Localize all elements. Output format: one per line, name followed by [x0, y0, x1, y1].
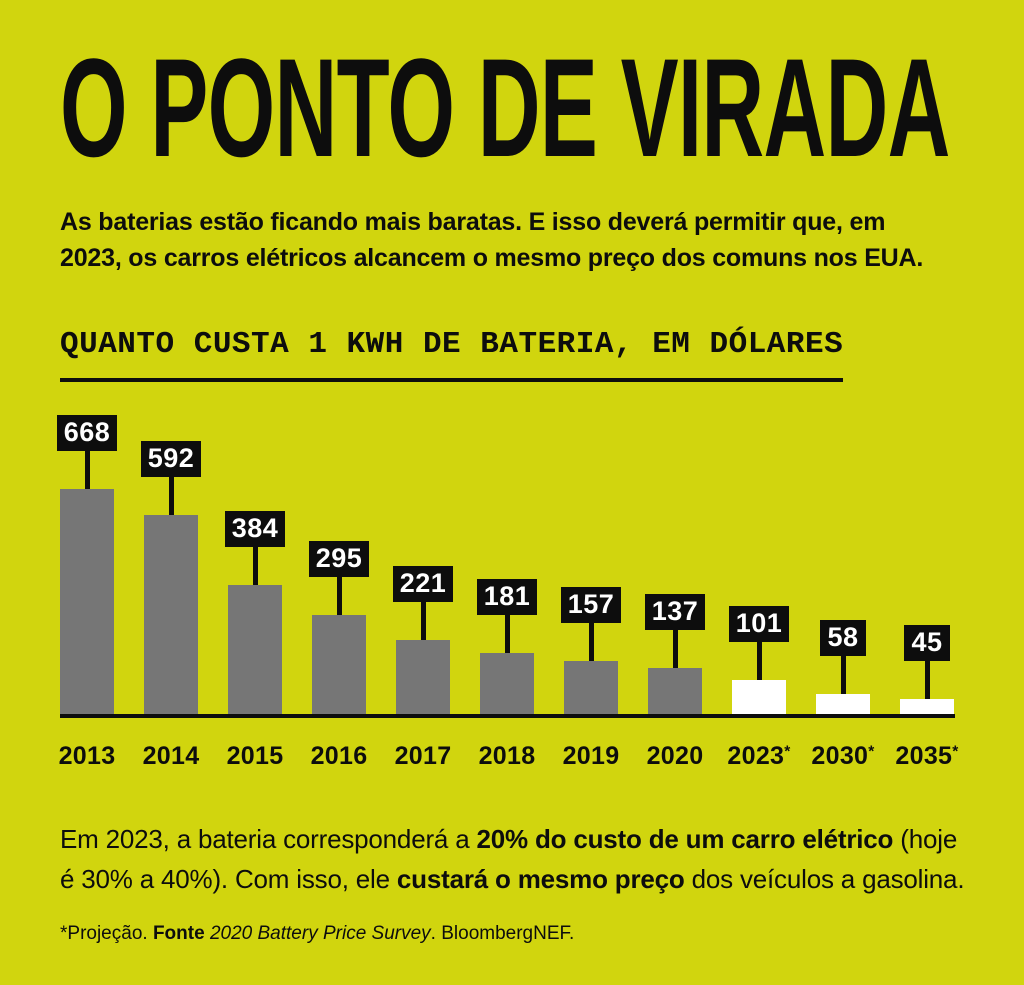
- value-badge: 295: [308, 541, 370, 578]
- year-label: 2015: [226, 742, 284, 771]
- bar-projected: [816, 694, 870, 715]
- text-segment: dos veículos a gasolina.: [684, 864, 965, 895]
- year-label: 2017: [394, 742, 452, 771]
- bar-slot: 157: [549, 587, 633, 715]
- year-label: 2019: [562, 742, 620, 771]
- bar-actual: [312, 615, 366, 715]
- page-title: O PONTO DE VIRADA: [60, 29, 950, 186]
- bar-slot: 101: [717, 606, 801, 715]
- badge-stem: [672, 630, 678, 669]
- value-badge: 592: [140, 441, 202, 478]
- subtitle-line: As baterias estão ficando mais baratas. …: [60, 208, 886, 236]
- bar-actual: [228, 585, 282, 715]
- bar-chart: 668 592 384 295 221 181 157 137 101 58 45: [45, 414, 969, 715]
- subtitle-line: 2023, os carros elétricos alcancem o mes…: [60, 244, 924, 272]
- bar-slot: 45: [885, 625, 969, 715]
- year-label: 2018: [478, 742, 536, 771]
- badge-stem: [168, 477, 174, 516]
- text-segment: 20% do custo de um carro elétrico: [476, 824, 894, 855]
- subtitle: As baterias estão ficando mais baratas. …: [60, 204, 1024, 276]
- text-segment: custará o mesmo preço: [396, 864, 685, 895]
- bar-slot: 384: [213, 511, 297, 715]
- value-badge: 221: [392, 566, 454, 603]
- projection-asterisk: *: [868, 743, 875, 761]
- value-badge: 58: [820, 620, 866, 657]
- bar-projected: [900, 699, 954, 715]
- value-badge: 181: [476, 579, 538, 616]
- year-label: 2016: [310, 742, 368, 771]
- footer-line: é 30% a 40%). Com isso, ele custará o me…: [60, 859, 1024, 899]
- x-axis-baseline: [60, 714, 955, 719]
- footer-text: Em 2023, a bateria corresponderá a 20% d…: [60, 819, 1024, 899]
- badge-stem: [924, 661, 930, 700]
- x-axis-labels: 2013 2014 2015 2016 2017 2018 2019 2020 2023* 203…: [45, 742, 969, 771]
- badge-stem: [420, 602, 426, 641]
- bar-actual: [60, 489, 114, 715]
- year-label: 2014: [142, 742, 200, 771]
- year-label: 2023*: [727, 742, 791, 771]
- bar-actual: [144, 515, 198, 715]
- infographic-poster: O PONTO DE VIRADA As baterias estão fica…: [0, 38, 1024, 985]
- bar-actual: [480, 653, 534, 715]
- bar-slot: 592: [129, 441, 213, 715]
- value-badge: 137: [644, 594, 706, 631]
- projection-asterisk: *: [952, 743, 959, 761]
- text-segment: Em 2023, a bateria corresponderá a: [60, 824, 477, 855]
- bar-actual: [564, 661, 618, 715]
- text-segment: (hoje: [893, 824, 958, 855]
- bar-slot: 181: [465, 579, 549, 715]
- bar-slot: 668: [45, 415, 129, 715]
- badge-stem: [756, 642, 762, 681]
- badge-stem: [336, 577, 342, 616]
- year-label: 2035*: [895, 742, 959, 771]
- value-badge: 157: [560, 587, 622, 624]
- source-line: *Projeção. Fonte 2020 Battery Price Surv…: [60, 923, 1024, 945]
- chart-section: QUANTO CUSTA 1 KWH DE BATERIA, EM DÓLARE…: [0, 276, 1024, 771]
- year-label: 2030*: [811, 742, 875, 771]
- bar-slot: 295: [297, 541, 381, 715]
- bar-slot: 137: [633, 594, 717, 715]
- year-label: 2013: [58, 742, 116, 771]
- text-segment: Fonte: [152, 923, 205, 945]
- bar-slot: 58: [801, 620, 885, 715]
- badge-stem: [252, 547, 258, 586]
- value-badge: 384: [224, 511, 286, 548]
- value-badge: 101: [728, 606, 790, 643]
- value-badge: 45: [904, 625, 950, 662]
- bar-actual: [648, 668, 702, 715]
- footer-line: Em 2023, a bateria corresponderá a 20% d…: [60, 819, 1024, 859]
- bar-projected: [732, 680, 786, 715]
- text-segment: 2020 Battery Price Survey: [209, 923, 431, 945]
- badge-stem: [840, 656, 846, 695]
- badge-stem: [504, 615, 510, 654]
- year-label: 2020: [646, 742, 704, 771]
- bar-actual: [396, 640, 450, 715]
- text-segment: . BloombergNEF.: [430, 923, 575, 945]
- value-badge: 668: [56, 415, 118, 452]
- chart-title: QUANTO CUSTA 1 KWH DE BATERIA, EM DÓLARE…: [60, 327, 844, 383]
- projection-asterisk: *: [784, 743, 791, 761]
- badge-stem: [588, 623, 594, 662]
- badge-stem: [84, 451, 90, 490]
- bar-slot: 221: [381, 566, 465, 715]
- text-segment: é 30% a 40%). Com isso, ele: [60, 864, 397, 895]
- text-segment: *Projeção.: [60, 923, 153, 945]
